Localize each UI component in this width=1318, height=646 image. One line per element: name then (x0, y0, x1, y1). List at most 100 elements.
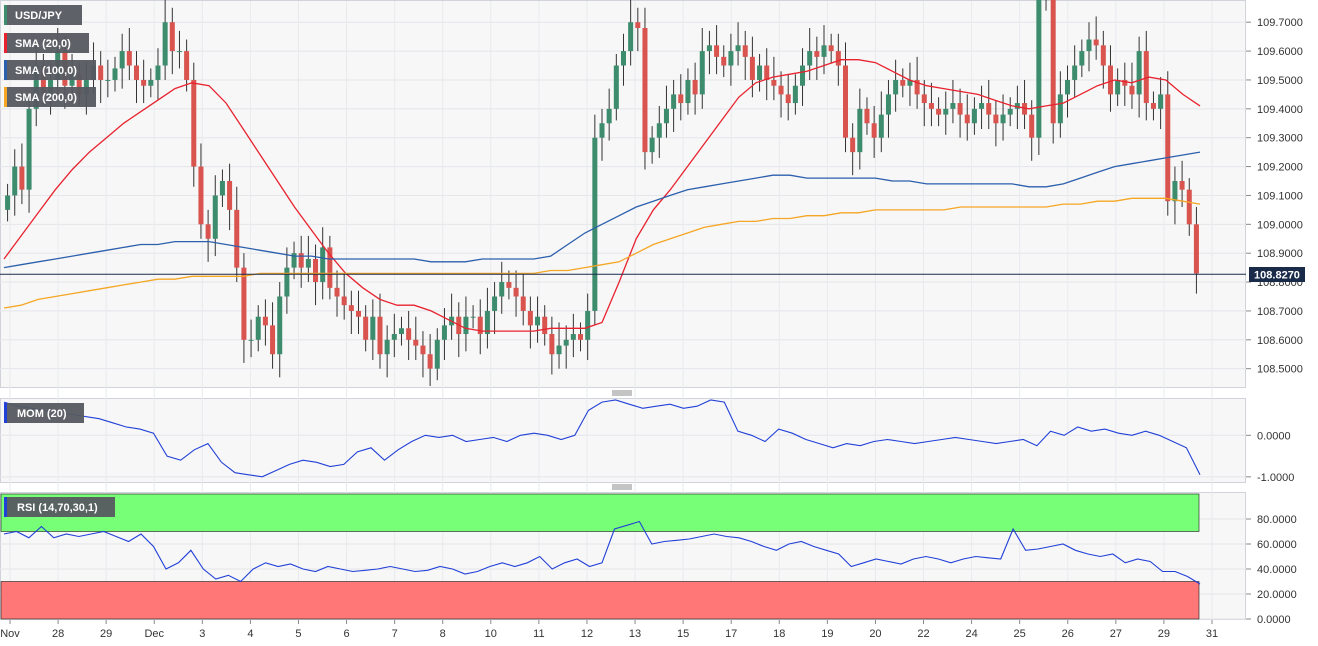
x-tick-label: 7 (392, 628, 398, 640)
y-tick-label: 0.0000 (1257, 614, 1291, 626)
candle-down (191, 79, 197, 167)
candle-up (1065, 79, 1071, 95)
legend-sma100-label: SMA (100,0) (15, 65, 77, 77)
x-tick-label: 29 (100, 628, 112, 640)
candles-group (5, 0, 1199, 386)
legend-sma200-label: SMA (200,0) (15, 92, 77, 104)
legend-rsi[interactable]: RSI (14,70,30,1) (4, 497, 115, 517)
candle-down (814, 51, 820, 57)
candle-up (735, 45, 741, 52)
candle-down (1150, 103, 1156, 109)
candle-down (578, 334, 584, 340)
candle-up (370, 316, 376, 340)
x-tick-label: 15 (677, 628, 689, 640)
candle-down (1093, 39, 1099, 46)
candle-down (1050, 0, 1056, 124)
rsi-oversold-zone (0, 581, 1200, 620)
candle-down (1129, 85, 1135, 95)
candle-down (714, 45, 720, 57)
candle-down (427, 354, 433, 369)
candle-up (699, 51, 705, 95)
candle-down (241, 267, 247, 340)
legend-sma20-label: SMA (20,0) (15, 38, 71, 50)
candle-up (563, 339, 569, 346)
candle-down (678, 94, 684, 104)
legend-sma100[interactable]: SMA (100,0) (4, 60, 96, 80)
legend-sma20[interactable]: SMA (20,0) (4, 33, 89, 53)
candle-down (406, 328, 412, 340)
x-tick-label: Dec (144, 628, 164, 640)
candle-up (950, 103, 956, 109)
legend-rsi-label: RSI (14,70,30,1) (17, 502, 98, 514)
candle-down (513, 287, 519, 297)
x-tick-label: 10 (485, 628, 497, 640)
candle-down (850, 137, 856, 153)
candle-up (1007, 108, 1013, 115)
candle-down (635, 22, 641, 28)
y-tick-label: 109.3000 (1257, 133, 1303, 145)
candle-up (384, 339, 390, 355)
y-tick-label: 80.0000 (1257, 514, 1297, 526)
x-tick-label: 27 (1110, 628, 1122, 640)
candle-up (757, 65, 763, 80)
candle-down (742, 45, 748, 57)
candle-down (957, 103, 963, 115)
legend-sma200[interactable]: SMA (200,0) (4, 87, 96, 107)
rsi-line (3, 520, 1201, 585)
momentum-line-group (3, 399, 1201, 478)
x-tick-label: 6 (343, 628, 349, 640)
legend-mom[interactable]: MOM (20) (4, 403, 84, 423)
candle-down (785, 94, 791, 104)
candle-up (112, 68, 118, 80)
mom-panel (0, 398, 1246, 483)
panel-resize-handle[interactable] (612, 390, 632, 396)
candle-up (792, 85, 798, 104)
legend-symbol[interactable]: USD/JPY (4, 5, 82, 25)
x-tick-label: 28 (52, 628, 64, 640)
x-tick-label: 4 (247, 628, 253, 640)
candle-up (1036, 0, 1042, 138)
candle-up (599, 123, 605, 138)
x-tick-label: 8 (440, 628, 446, 640)
y-tick-label: 108.7000 (1257, 306, 1303, 318)
candle-up (1136, 51, 1142, 95)
x-tick-label: 13 (629, 628, 641, 640)
y-tick-label: 108.5000 (1257, 364, 1303, 376)
candle-up (706, 45, 712, 52)
candle-down (828, 45, 834, 52)
y-tick-label: 109.6000 (1257, 46, 1303, 58)
candle-up (1115, 79, 1121, 95)
candle-up (943, 108, 949, 115)
x-tick-label: 29 (1158, 628, 1170, 640)
x-tick-label: 26 (1062, 628, 1074, 640)
candle-down (642, 27, 648, 153)
rsi-line-group (3, 520, 1201, 585)
candle-up (1014, 103, 1020, 109)
x-tick-label: 25 (1014, 628, 1026, 640)
candle-down (764, 65, 770, 80)
candle-up (857, 108, 863, 153)
panel-resize-handle[interactable] (612, 484, 632, 490)
candle-down (1193, 224, 1199, 274)
candle-up (398, 328, 404, 335)
candle-down (98, 65, 104, 80)
candle-down (341, 296, 347, 306)
candle-down (141, 79, 147, 86)
y-tick-label: 60.0000 (1257, 539, 1297, 551)
legend-symbol-label: USD/JPY (15, 10, 63, 22)
candle-up (12, 166, 18, 196)
candle-up (728, 51, 734, 66)
candle-up (592, 137, 598, 311)
candle-up (484, 310, 490, 335)
candle-down (778, 85, 784, 95)
x-tick-label: 11 (533, 628, 544, 640)
candle-up (671, 94, 677, 109)
candle-down (348, 305, 354, 311)
candle-down (420, 345, 426, 355)
candle-up (807, 51, 813, 66)
y-tick-label: -1.0000 (1257, 472, 1294, 484)
candle-up (212, 195, 218, 239)
candle-up (878, 114, 884, 138)
candle-down (227, 181, 233, 210)
